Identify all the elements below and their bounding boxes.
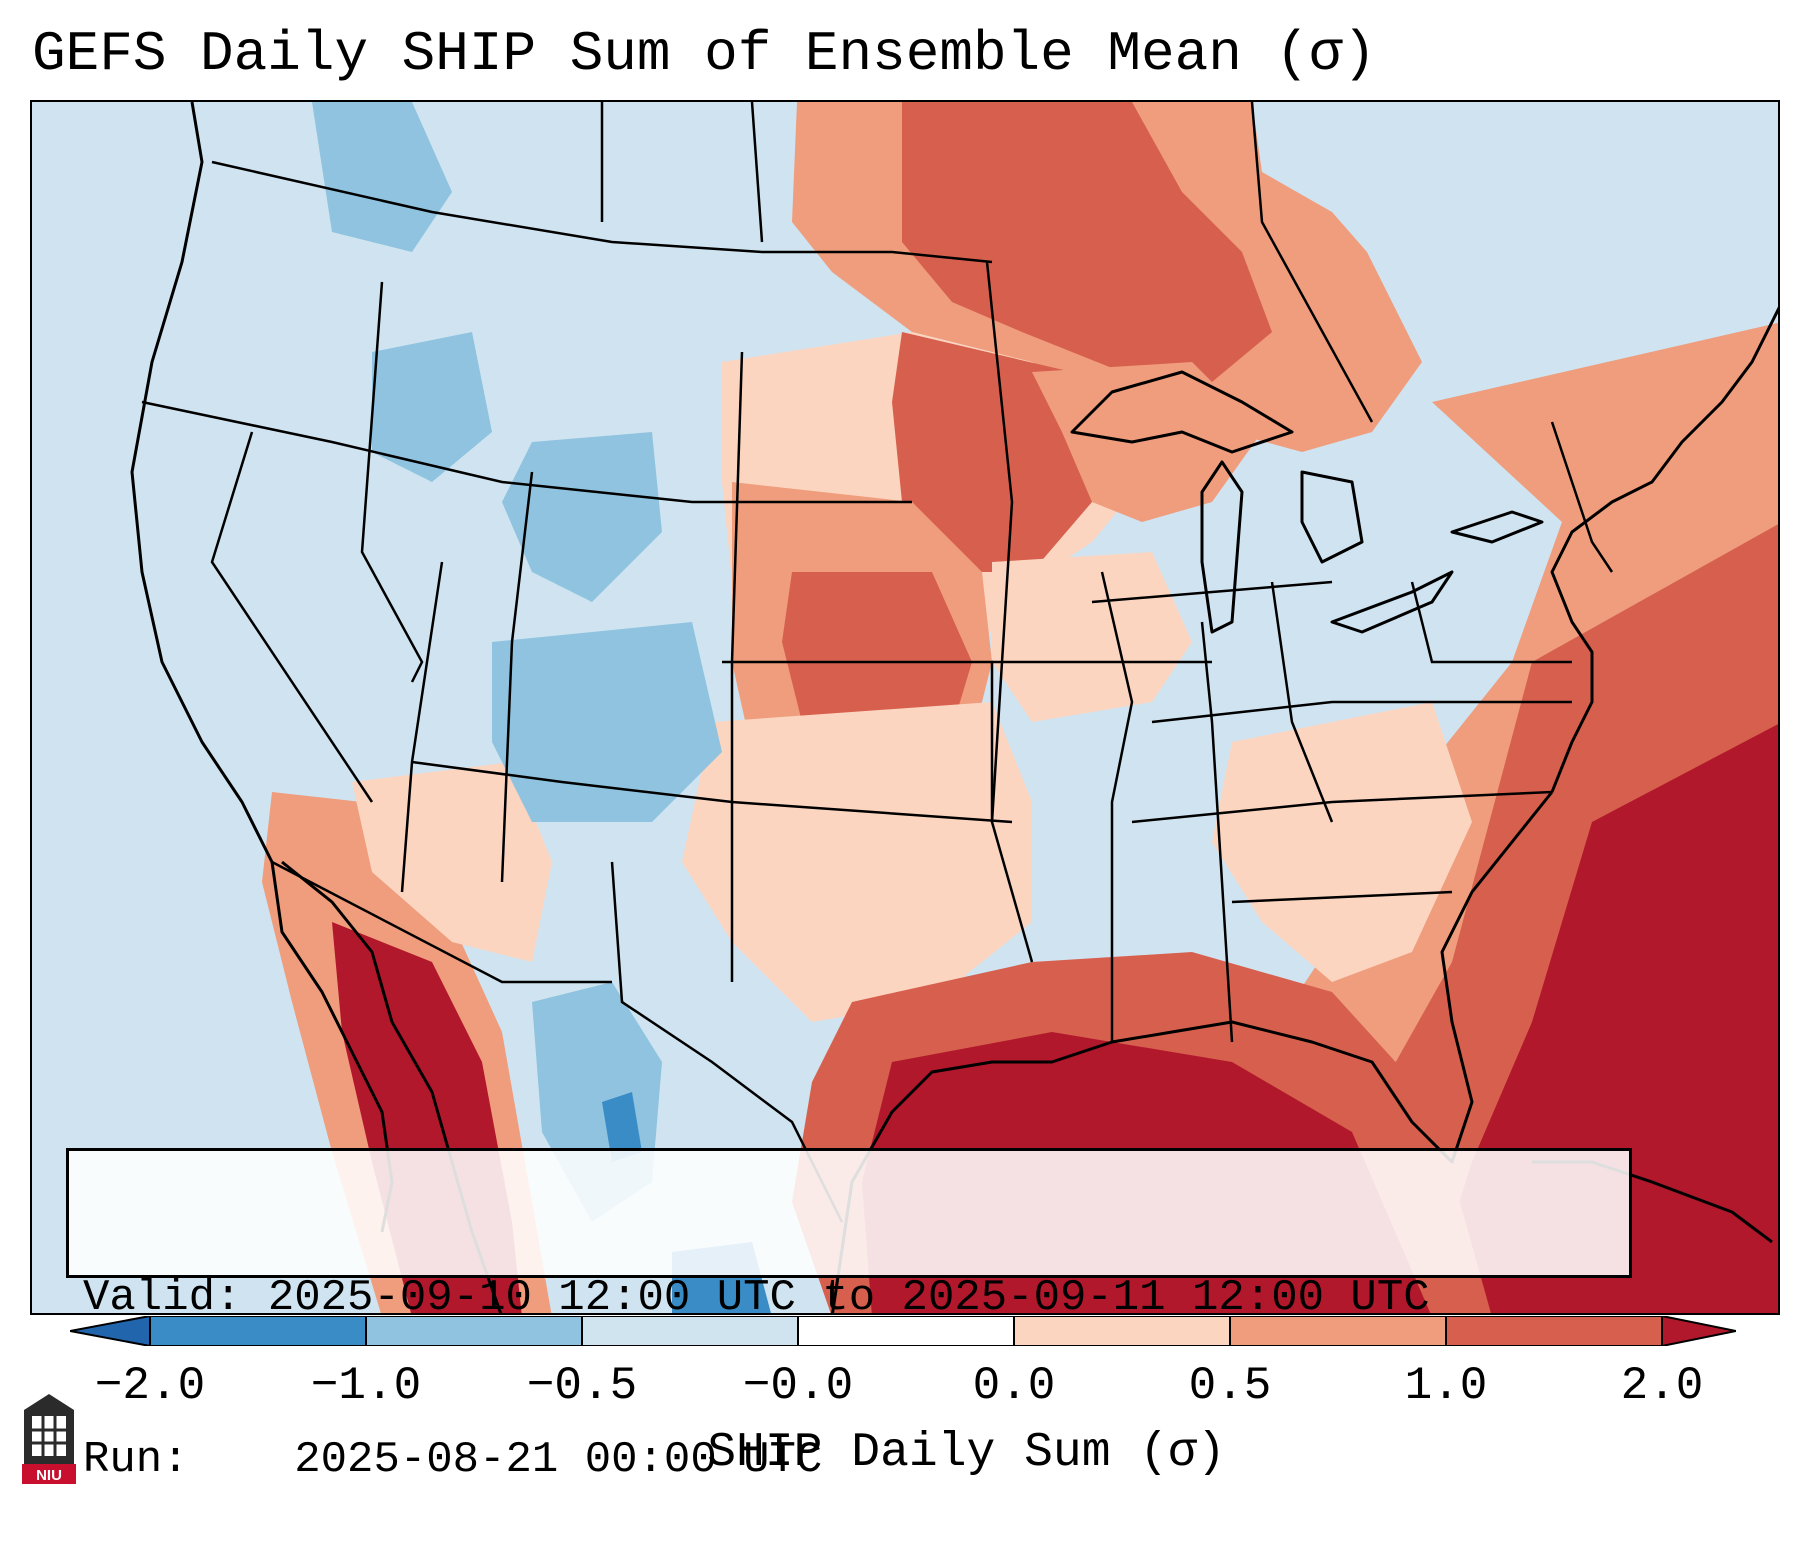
anomaly-region-southwest-light	[352, 762, 552, 962]
run-value: 2025-08-21 00:00 UTC	[294, 1435, 823, 1485]
colorbar-segment-6	[1230, 1316, 1446, 1346]
colorbar-segment-1	[150, 1316, 366, 1346]
gulf-coastline	[831, 791, 1554, 1313]
valid-line: Valid: 2025-09-10 12:00 UTC to 2025-09-1…	[83, 1271, 1615, 1325]
border-four-corners-row	[411, 760, 1013, 824]
lake-huron	[1300, 470, 1364, 564]
anomaly-region-idaho-cool	[372, 332, 492, 482]
anomaly-region-wyoming-cool	[502, 432, 662, 602]
colorbar-tick-label: 2.0	[1620, 1360, 1704, 1412]
colorbar-tick-label: 0.0	[972, 1360, 1056, 1412]
anomaly-region-texas-light	[682, 702, 1032, 1022]
lake-michigan	[1200, 460, 1244, 634]
border-new-england	[1550, 421, 1614, 573]
border-al-ga	[1200, 621, 1234, 1043]
colorbar-tick-label: 0.5	[1188, 1360, 1272, 1412]
colorbar-segment-2	[366, 1316, 582, 1346]
colorbar-extend-high	[1662, 1316, 1736, 1346]
border-canada-west	[211, 160, 993, 264]
border-ky-va	[1151, 700, 1572, 724]
info-box: Valid: 2025-09-10 12:00 UTC to 2025-09-1…	[66, 1148, 1632, 1485]
map-panel	[30, 100, 1780, 1315]
border-wyoming-co	[500, 471, 534, 883]
anomaly-region-missouri	[992, 552, 1192, 722]
colorbar-segment-7	[1446, 1316, 1662, 1346]
border-north-row1	[141, 400, 912, 504]
colorbar-segment-4	[798, 1316, 1014, 1346]
colorbar	[70, 1316, 1736, 1346]
east-coastline	[1550, 306, 1778, 793]
border-il-in-oh	[1091, 580, 1333, 604]
anomaly-region-southeast	[1212, 702, 1472, 982]
border-nevada	[210, 431, 374, 803]
lake-erie	[1330, 570, 1454, 634]
colorbar-tick-label: −2.0	[94, 1360, 206, 1412]
coastlines	[130, 102, 1778, 1313]
lake-ontario	[1450, 510, 1544, 544]
west-coastline	[130, 102, 394, 1233]
border-ms-al	[1100, 571, 1134, 1042]
run-line: Run: 2025-08-21 00:00 UTC	[83, 1433, 1615, 1487]
border-montana-nd	[750, 102, 764, 243]
colorbar-segment-5	[1014, 1316, 1230, 1346]
colorbar-tick-label: −1.0	[310, 1360, 422, 1412]
colorbar-extend-low	[70, 1316, 150, 1346]
anomaly-region-mexico-cell	[602, 1092, 642, 1162]
colorbar-tick-label: 1.0	[1404, 1360, 1488, 1412]
border-pa-md	[1410, 581, 1572, 664]
valid-label: Valid:	[83, 1273, 242, 1323]
chart-title: GEFS Daily SHIP Sum of Ensemble Mean (σ)	[32, 22, 1377, 86]
anomaly-region-colorado-cool	[492, 622, 722, 822]
logo-banner	[22, 1464, 76, 1484]
colorbar-tick-label: −0.5	[526, 1360, 638, 1412]
colorbar-tick-label: −0.0	[742, 1360, 854, 1412]
state-borders	[141, 102, 1614, 1223]
border-us-mexico-west	[271, 860, 612, 984]
colorbar-label: SHIP Daily Sum (σ)	[707, 1426, 1226, 1480]
logo-text: NIU	[36, 1467, 62, 1484]
border-ga-fl	[1231, 890, 1453, 904]
anomaly-region-great-lakes	[1032, 362, 1262, 522]
valid-value: 2025-09-10 12:00 UTC to 2025-09-11 12:00…	[267, 1273, 1430, 1323]
anomaly-region-northwest-cool	[312, 102, 452, 252]
border-ontario-quebec	[1250, 102, 1374, 423]
border-idaho-utah	[360, 281, 424, 683]
colorbar-tick-marks	[149, 1316, 1663, 1346]
map-svg	[32, 102, 1778, 1313]
run-label: Run:	[83, 1435, 189, 1485]
niu-logo: NIU	[22, 1394, 76, 1484]
border-tn-nc	[1131, 790, 1553, 824]
anomaly-region-canada-hot	[902, 102, 1272, 382]
border-oh-wv	[1270, 581, 1334, 823]
lake-superior	[1070, 370, 1294, 454]
colorbar-segment-3	[582, 1316, 798, 1346]
logo-window-icon	[32, 1416, 66, 1456]
